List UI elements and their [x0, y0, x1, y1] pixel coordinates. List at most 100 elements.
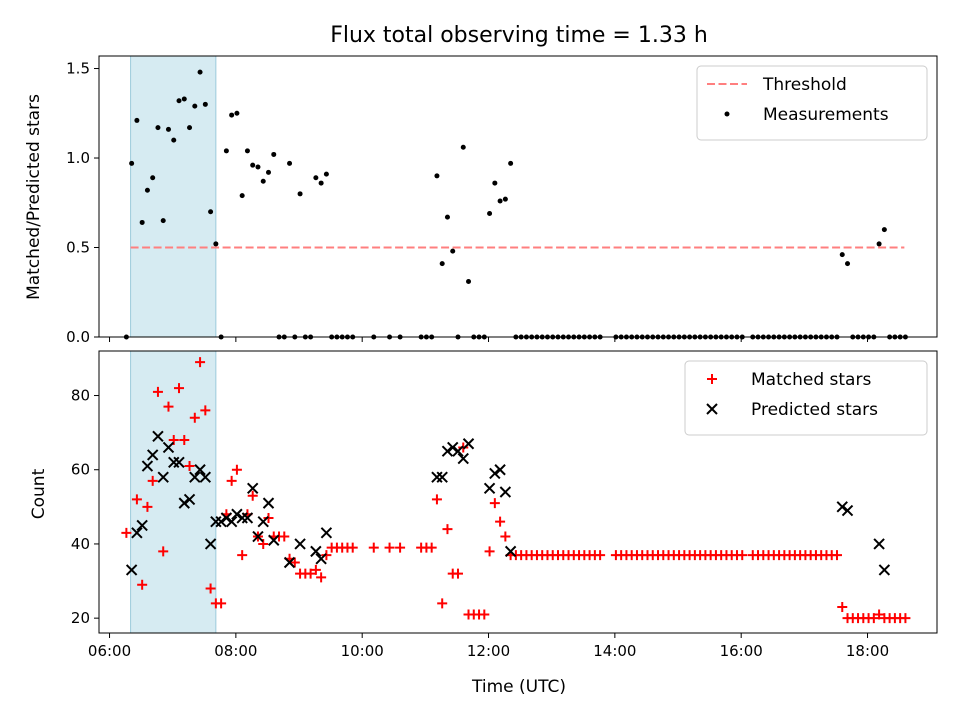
y-tick-label: 60	[71, 461, 90, 479]
predicted-star-marker	[136, 519, 148, 532]
matched-star-marker	[247, 490, 258, 501]
predicted-star-marker	[215, 515, 227, 528]
matched-star-marker	[152, 386, 163, 397]
predicted-star-marker	[199, 471, 212, 483]
predicted-star-marker	[189, 471, 201, 483]
predicted-star-marker	[841, 504, 854, 517]
measurement-point	[202, 101, 208, 107]
matched-star-marker	[231, 464, 242, 475]
matched-star-marker	[479, 609, 490, 620]
highlight-span	[130, 55, 217, 338]
measurement-point	[487, 211, 493, 217]
predicted-star-marker	[499, 486, 512, 498]
predicted-star-marker	[246, 482, 259, 494]
matched-star-marker	[831, 550, 842, 561]
legend-label: Threshold	[762, 75, 847, 95]
predicted-star-marker	[268, 534, 280, 546]
matched-star-marker	[163, 401, 174, 412]
matched-star-marker	[737, 550, 748, 561]
matched-star-marker	[458, 442, 469, 453]
matched-star-marker	[442, 524, 453, 535]
x-tick-label: 18:00	[846, 642, 889, 660]
predicted-star-marker	[320, 527, 333, 539]
predicted-star-marker	[178, 497, 190, 509]
predicted-star-marker	[294, 538, 306, 550]
measurement-point	[150, 175, 156, 181]
predicted-star-marker	[257, 515, 269, 528]
measurement-point	[171, 137, 177, 143]
matched-star-marker	[426, 542, 437, 553]
measurement-point	[129, 160, 135, 166]
predicted-star-marker	[146, 449, 159, 461]
matched-star-marker	[305, 568, 316, 579]
measurement-point	[213, 241, 219, 247]
matched-star-marker	[489, 498, 500, 509]
predicted-star-marker	[252, 530, 264, 543]
measurement-point	[466, 279, 472, 285]
matched-star-marker	[310, 564, 321, 575]
matched-star-marker	[147, 475, 158, 486]
predicted-star-marker	[183, 493, 196, 506]
predicted-star-marker	[494, 464, 506, 476]
legend-plus-marker	[707, 374, 717, 384]
matched-star-marker	[158, 546, 169, 557]
measurement-point	[134, 117, 140, 123]
matched-star-marker	[484, 546, 495, 557]
measurement-point	[497, 198, 503, 204]
predicted-star-marker	[231, 508, 243, 520]
legend-dot-marker	[724, 111, 730, 117]
predicted-star-marker	[162, 441, 175, 454]
x-tick-label: 16:00	[720, 642, 763, 660]
matched-star-marker	[121, 527, 132, 538]
matched-star-marker	[184, 461, 195, 472]
measurement-point	[192, 103, 198, 109]
measurement-point	[155, 125, 161, 131]
matched-star-marker	[347, 542, 358, 553]
y-tick-label: 0.5	[66, 239, 90, 257]
top-y-axis-label: Matched/Predicted stars	[24, 94, 44, 300]
predicted-star-marker	[489, 467, 501, 480]
measurement-point	[187, 125, 193, 131]
y-tick-label: 0.0	[66, 328, 90, 346]
matched-star-marker	[395, 542, 406, 553]
top-axes: 0.0 0.5 1.0 1.5 Threshold Measurements	[66, 55, 938, 346]
x-tick-label: 12:00	[467, 642, 510, 660]
matched-star-marker	[142, 501, 153, 512]
series-predicted-stars	[125, 430, 891, 576]
predicted-star-marker	[441, 445, 454, 457]
x-tick-label: 14:00	[593, 642, 636, 660]
y-tick-label: 20	[71, 609, 90, 627]
measurement-point	[165, 126, 171, 132]
matched-star-marker	[837, 602, 848, 613]
predicted-star-marker	[283, 556, 296, 569]
matched-star-marker	[868, 613, 879, 624]
matched-star-marker	[452, 568, 463, 579]
chart-title: Flux total observing time = 1.33 h	[330, 23, 708, 48]
matched-star-marker	[189, 412, 200, 423]
measurement-point	[139, 219, 145, 225]
predicted-star-marker	[131, 527, 143, 539]
predicted-star-marker	[157, 471, 169, 483]
measurement-point	[323, 171, 329, 177]
matched-star-marker	[263, 512, 274, 523]
legend: Threshold Measurements	[696, 65, 928, 141]
matched-star-marker	[500, 531, 511, 542]
predicted-star-marker	[315, 553, 327, 565]
matched-star-marker	[205, 583, 216, 594]
matched-star-marker	[216, 598, 227, 609]
highlight-span	[130, 350, 217, 634]
predicted-star-marker	[873, 538, 885, 550]
axes-frame	[98, 55, 938, 338]
y-tick-label: 1.5	[66, 60, 90, 78]
series-matched-stars	[121, 357, 911, 624]
matched-star-marker	[321, 550, 332, 561]
matched-star-marker	[179, 435, 190, 446]
matched-star-marker	[131, 494, 142, 505]
measurement-point	[434, 173, 440, 179]
predicted-star-marker	[310, 545, 322, 558]
predicted-star-marker	[504, 545, 517, 558]
predicted-star-marker	[241, 512, 254, 524]
matched-star-marker	[900, 613, 911, 624]
matched-star-marker	[137, 579, 148, 590]
predicted-star-marker	[225, 515, 238, 528]
